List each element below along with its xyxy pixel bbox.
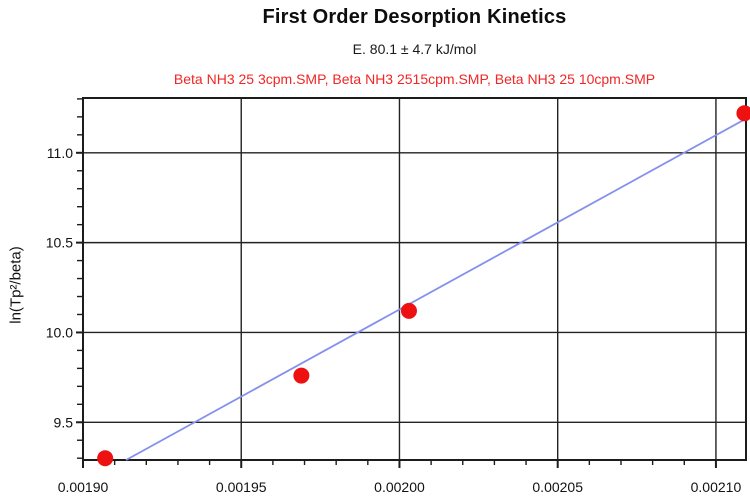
y-tick-label: 10.0 bbox=[46, 324, 73, 340]
trend-line bbox=[125, 117, 747, 461]
dataset-names-label: Beta NH3 25 3cpm.SMP, Beta NH3 2515cpm.S… bbox=[173, 71, 656, 87]
data-point bbox=[400, 302, 417, 319]
data-point bbox=[97, 450, 114, 467]
data-point bbox=[736, 105, 750, 122]
activation-energy-subtitle: E. 80.1 ± 4.7 kJ/mol bbox=[352, 41, 477, 57]
x-tick-label: 0.00195 bbox=[216, 479, 267, 495]
y-tick-label: 10.5 bbox=[46, 235, 73, 251]
y-tick-label: 11.0 bbox=[47, 145, 73, 161]
x-tick-label: 0.00190 bbox=[58, 479, 109, 495]
x-tick-label: 0.00200 bbox=[374, 479, 425, 495]
axis-frame bbox=[82, 97, 747, 461]
x-tick-label: 0.00210 bbox=[691, 479, 742, 495]
x-tick-label: 0.00205 bbox=[532, 479, 583, 495]
chart-title: First Order Desorption Kinetics bbox=[262, 6, 567, 28]
y-tick-label: 9.5 bbox=[54, 414, 74, 430]
data-point bbox=[293, 367, 310, 384]
